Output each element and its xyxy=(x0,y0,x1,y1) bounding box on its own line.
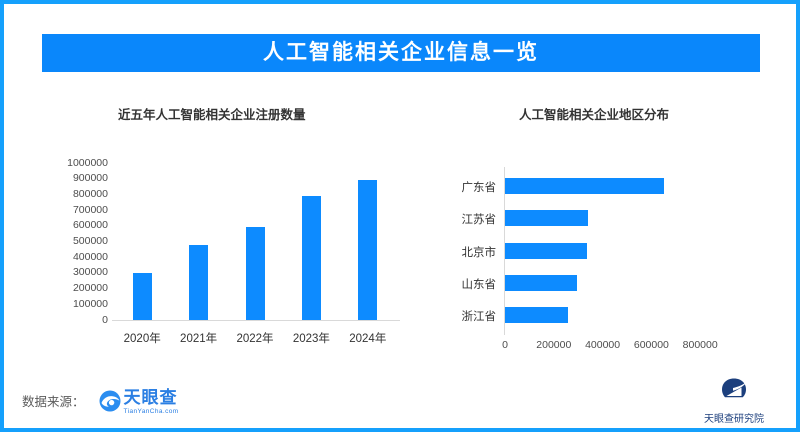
y-axis-tick-label: 100000 xyxy=(72,297,108,310)
registration-bar xyxy=(301,195,321,320)
x-axis-category-label: 2023年 xyxy=(292,333,330,345)
region-chart-title: 人工智能相关企业地区分布 xyxy=(519,108,670,122)
data-source: 数据来源： 天眼查 TianYanCha.com xyxy=(22,388,179,417)
tianyancha-logo-text: 天眼查 xyxy=(123,388,178,407)
region-bar xyxy=(505,306,569,323)
registration-bar xyxy=(245,227,265,320)
region-category-label: 北京市 xyxy=(461,246,497,259)
research-institute-eye-icon xyxy=(719,378,749,408)
x-axis-category-label: 2024年 xyxy=(349,333,387,345)
y-axis-tick-label: 400000 xyxy=(72,250,108,263)
x-axis-tick-label: 800000 xyxy=(682,339,718,351)
tianyancha-logo: 天眼查 TianYanCha.com xyxy=(99,388,179,417)
x-axis-tick-label: 0 xyxy=(502,339,508,351)
tianyancha-logo-text-block: 天眼查 TianYanCha.com xyxy=(124,388,179,415)
region-category-label: 广东省 xyxy=(461,182,497,195)
registration-bar xyxy=(358,180,378,320)
y-axis-tick-label: 200000 xyxy=(72,282,108,295)
x-axis-category-label: 2022年 xyxy=(236,333,274,345)
research-logo: 天眼查研究院 xyxy=(700,378,768,425)
x-axis-category-label: 2021年 xyxy=(180,333,218,345)
registration-bar xyxy=(189,244,209,320)
y-axis-line xyxy=(504,167,505,335)
data-source-label: 数据来源： xyxy=(22,395,85,409)
x-axis-tick-label: 200000 xyxy=(536,339,572,351)
x-axis-category-label: 2020年 xyxy=(123,333,161,345)
registration-bar xyxy=(132,272,152,320)
region-bar xyxy=(505,178,664,195)
tianyancha-logo-subtext: TianYanCha.com xyxy=(123,408,179,415)
tianyancha-eye-icon xyxy=(99,390,121,417)
region-category-label: 山东省 xyxy=(461,278,497,291)
y-axis-tick-label: 300000 xyxy=(72,266,108,279)
research-logo-text: 天眼查研究院 xyxy=(704,414,764,425)
y-axis-tick-label: 600000 xyxy=(72,219,108,232)
x-axis-tick-label: 600000 xyxy=(633,339,669,351)
region-bar xyxy=(505,274,577,291)
y-axis-tick-label: 800000 xyxy=(72,187,108,200)
y-axis-tick-label: 900000 xyxy=(72,172,108,185)
x-axis-baseline xyxy=(112,320,400,321)
y-axis-tick-label: 1000000 xyxy=(67,156,108,169)
y-axis-tick-label: 500000 xyxy=(72,235,108,247)
y-axis-tick-label: 0 xyxy=(102,313,108,326)
region-category-label: 江苏省 xyxy=(461,214,497,227)
region-category-label: 浙江省 xyxy=(461,310,497,323)
y-axis-tick-label: 700000 xyxy=(72,203,108,216)
region-bar xyxy=(505,242,587,259)
x-axis-tick-label: 400000 xyxy=(585,339,621,351)
region-bar xyxy=(505,210,588,227)
registration-chart-title: 近五年人工智能相关企业注册数量 xyxy=(118,108,306,122)
page-title: 人工智能相关企业信息一览 xyxy=(42,34,760,72)
